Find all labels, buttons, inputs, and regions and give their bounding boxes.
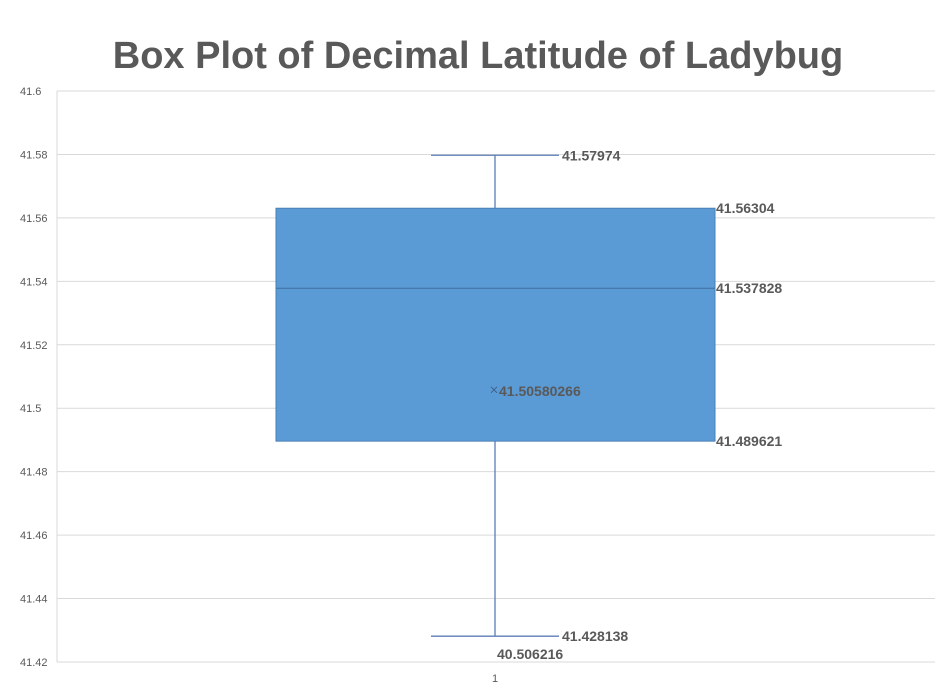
q3-label: 41.56304 (716, 200, 775, 216)
whisker-max-label: 41.57974 (562, 147, 621, 163)
y-tick-label: 41.54 (20, 276, 48, 288)
box-plot-series (275, 154, 716, 637)
mean-label: 41.50580266 (499, 383, 581, 399)
x-tick-label: 1 (492, 673, 498, 683)
y-tick-label: 41.44 (20, 594, 48, 606)
y-tick-label: 41.58 (20, 149, 48, 161)
mean-marker (490, 386, 498, 394)
outlier-label: 40.506216 (497, 646, 563, 662)
q1-label: 41.489621 (716, 433, 782, 449)
y-tick-label: 41.5 (20, 403, 41, 415)
y-tick-label: 41.46 (20, 530, 48, 542)
chart-title: Box Plot of Decimal Latitude of Ladybug (113, 35, 843, 77)
y-tick-label: 41.48 (20, 467, 48, 479)
interquartile-box (275, 207, 716, 442)
y-axis-tick-labels: 41.42 41.44 41.46 41.48 41.5 41.52 41.54 41.56 4… (20, 86, 48, 669)
x-axis-tick-labels: 1 (492, 673, 498, 685)
y-tick-label: 41.52 (20, 340, 48, 352)
y-tick-label: 41.6 (20, 86, 41, 98)
data-labels: 41.57974 41.56304 41.537828 41.50580266 41.4… (497, 147, 782, 662)
median-label: 41.537828 (716, 280, 782, 296)
y-tick-label: 41.56 (20, 213, 48, 225)
whisker-min-label: 41.428138 (562, 628, 628, 644)
y-tick-label: 41.42 (20, 657, 48, 669)
